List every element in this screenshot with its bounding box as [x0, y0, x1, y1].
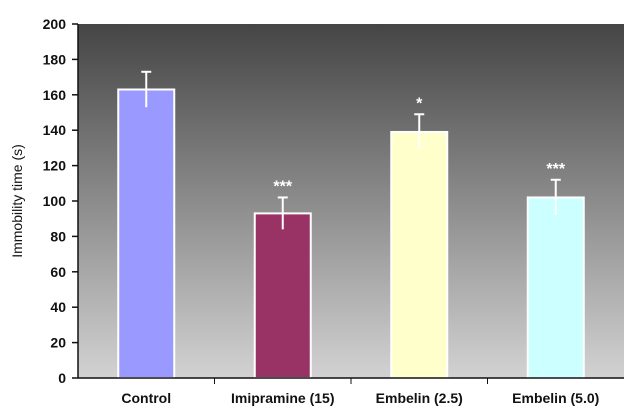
y-tick-label: 160 [43, 87, 67, 103]
bar-embelin-5-0 [526, 196, 585, 379]
significance-marker: * [416, 95, 423, 112]
x-tick-label: Imipramine (15) [231, 390, 334, 406]
y-tick-label: 60 [50, 264, 66, 280]
y-tick-label: 0 [58, 370, 66, 386]
y-tick-label: 40 [50, 299, 66, 315]
x-tick-label: Control [121, 390, 171, 406]
y-tick-label: 80 [50, 228, 66, 244]
significance-marker: *** [546, 161, 565, 178]
bars-layer: ******* [117, 70, 585, 380]
bar-embelin-2-5 [390, 130, 449, 379]
y-axis-label: Immobility time (s) [9, 144, 25, 258]
bar-imipramine-15 [253, 212, 312, 379]
x-tick-label: Embelin (5.0) [512, 390, 599, 406]
significance-marker: *** [273, 178, 292, 195]
y-tick-label: 20 [50, 335, 66, 351]
x-tick-label: Embelin (2.5) [376, 390, 463, 406]
bar-control [117, 88, 176, 380]
y-tick-label: 120 [43, 158, 67, 174]
y-tick-label: 180 [43, 51, 67, 67]
y-tick-label: 100 [43, 193, 67, 209]
y-tick-label: 140 [43, 122, 67, 138]
y-tick-label: 200 [43, 16, 67, 32]
axes-layer: Control Imipramine (15) Embelin (2.5) Embel… [43, 16, 624, 406]
